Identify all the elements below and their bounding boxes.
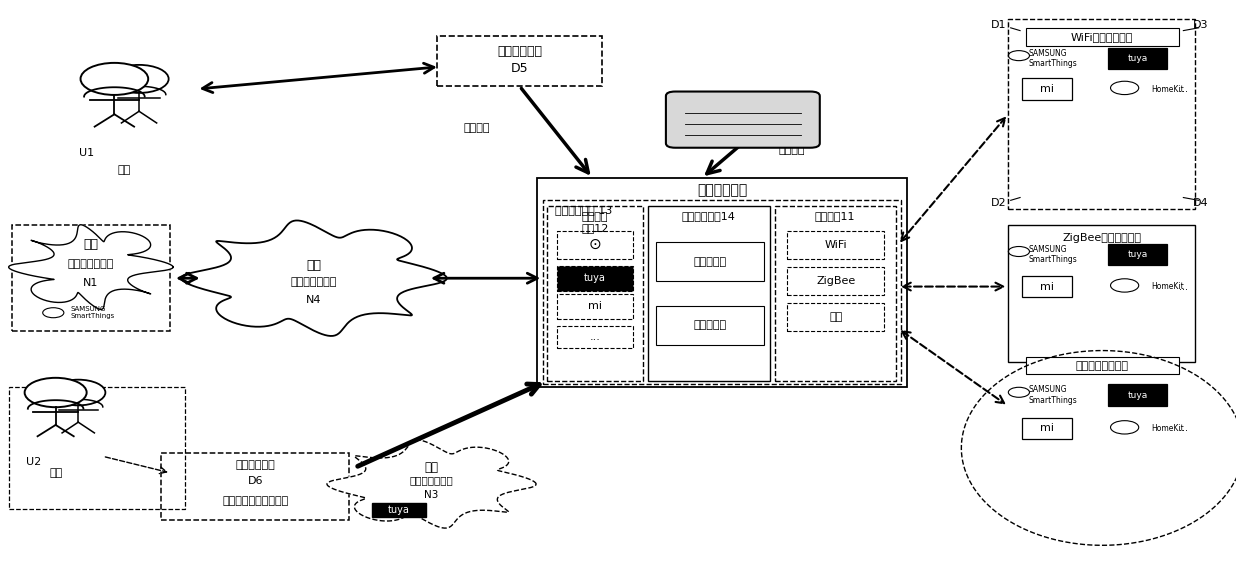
- Bar: [161, 454, 349, 520]
- Polygon shape: [9, 225, 173, 310]
- Text: D1: D1: [991, 20, 1006, 30]
- Text: tuya: tuya: [584, 273, 606, 283]
- Text: SAMSUNG
SmartThings: SAMSUNG SmartThings: [1028, 49, 1077, 68]
- Text: D6: D6: [248, 477, 263, 486]
- Text: WiFi智能终端设备: WiFi智能终端设备: [1072, 32, 1134, 42]
- Text: 三星: 三星: [83, 238, 98, 251]
- Text: SAMSUNG
SmartThings: SAMSUNG SmartThings: [1028, 244, 1077, 264]
- Text: D2: D2: [991, 198, 1007, 208]
- Text: mi: mi: [1040, 84, 1054, 94]
- Text: ZigBee智能终端设备: ZigBee智能终端设备: [1063, 233, 1142, 243]
- Text: 智能控制装置: 智能控制装置: [698, 183, 747, 197]
- Text: mi: mi: [1040, 423, 1054, 433]
- Polygon shape: [327, 440, 536, 528]
- Bar: [556, 325, 633, 348]
- Text: HomeKit: HomeKit: [1151, 424, 1184, 433]
- Text: U2: U2: [26, 457, 42, 467]
- Text: 设备管理模块14: 设备管理模块14: [681, 211, 736, 221]
- Text: HomeKit: HomeKit: [1151, 84, 1184, 93]
- Text: 智能家居云平台: 智能家居云平台: [291, 277, 337, 287]
- Text: 本地控制: 本地控制: [778, 145, 804, 155]
- Bar: [1022, 79, 1072, 99]
- Text: 状态数据库: 状态数据库: [694, 256, 726, 266]
- Bar: [1009, 225, 1196, 362]
- FancyBboxPatch shape: [665, 92, 820, 148]
- Bar: [1009, 20, 1196, 209]
- Text: tuya: tuya: [1127, 250, 1147, 259]
- Text: tuya: tuya: [388, 505, 410, 515]
- Text: 涂鸦: 涂鸦: [425, 461, 439, 474]
- Text: （苹果智能家居平台）: （苹果智能家居平台）: [222, 496, 289, 506]
- Bar: [556, 231, 633, 259]
- Bar: [1108, 48, 1167, 69]
- Circle shape: [25, 378, 87, 407]
- Bar: [556, 266, 633, 291]
- Text: N4: N4: [306, 295, 322, 305]
- Text: 远程控制: 远程控制: [463, 123, 491, 133]
- Bar: [9, 387, 185, 509]
- Text: HomeKit: HomeKit: [1151, 282, 1184, 291]
- Text: 智能引擎模块 13: 智能引擎模块 13: [555, 205, 612, 215]
- Bar: [648, 206, 769, 381]
- Text: 红外智能终端设备: 红外智能终端设备: [1075, 361, 1129, 370]
- Text: 自建: 自建: [306, 259, 322, 272]
- Text: 红外: 红外: [829, 312, 843, 322]
- Bar: [372, 504, 426, 517]
- Text: U1: U1: [79, 148, 94, 158]
- Bar: [543, 200, 902, 384]
- Text: N1: N1: [83, 278, 99, 288]
- Bar: [11, 225, 170, 331]
- Text: 苹果用户设备: 苹果用户设备: [235, 460, 275, 470]
- Text: 普通用户设备: 普通用户设备: [497, 45, 543, 58]
- Text: WiFi: WiFi: [824, 240, 847, 250]
- Text: SAMSUNG
SmartThings: SAMSUNG SmartThings: [71, 306, 115, 319]
- Bar: [437, 36, 602, 86]
- Bar: [787, 231, 885, 259]
- Bar: [787, 303, 885, 331]
- Text: 1: 1: [747, 107, 762, 127]
- Text: ...: ...: [1178, 423, 1188, 433]
- Bar: [546, 206, 643, 381]
- Text: SAMSUNG
SmartThings: SAMSUNG SmartThings: [1028, 386, 1077, 405]
- Text: ZigBee: ZigBee: [817, 276, 855, 286]
- Bar: [538, 178, 907, 387]
- Bar: [655, 306, 764, 345]
- Text: 智能家居云平台: 智能家居云平台: [68, 259, 114, 269]
- Text: ⊙: ⊙: [589, 237, 601, 252]
- Text: ...: ...: [1178, 84, 1188, 94]
- Text: 用户: 用户: [118, 165, 130, 175]
- Text: D3: D3: [1193, 20, 1209, 30]
- Text: 智能家居云平台: 智能家居云平台: [410, 475, 453, 485]
- Text: ...: ...: [590, 332, 600, 342]
- Bar: [1108, 384, 1167, 406]
- Text: mi: mi: [587, 301, 602, 311]
- Bar: [655, 242, 764, 281]
- Text: N3: N3: [425, 490, 439, 500]
- Text: 规则数据库: 规则数据库: [694, 320, 726, 330]
- Text: ...: ...: [1178, 282, 1188, 292]
- Circle shape: [81, 63, 149, 95]
- Circle shape: [51, 380, 105, 405]
- Text: tuya: tuya: [1127, 391, 1147, 400]
- Text: tuya: tuya: [1127, 54, 1147, 63]
- Bar: [1026, 357, 1178, 374]
- Bar: [1026, 28, 1178, 46]
- Text: 通信模块11: 通信模块11: [815, 211, 855, 221]
- Bar: [1022, 276, 1072, 297]
- Polygon shape: [961, 351, 1239, 545]
- Bar: [774, 206, 896, 381]
- Text: D5: D5: [510, 62, 529, 75]
- Text: mi: mi: [1040, 282, 1054, 292]
- Circle shape: [109, 65, 169, 93]
- Polygon shape: [181, 220, 447, 336]
- Bar: [556, 293, 633, 319]
- Text: 用户: 用户: [50, 468, 62, 478]
- Bar: [787, 267, 885, 295]
- Bar: [1108, 244, 1167, 265]
- Bar: [1022, 418, 1072, 439]
- Text: 本地集成
模块12: 本地集成 模块12: [581, 212, 608, 233]
- Text: D4: D4: [1193, 198, 1209, 208]
